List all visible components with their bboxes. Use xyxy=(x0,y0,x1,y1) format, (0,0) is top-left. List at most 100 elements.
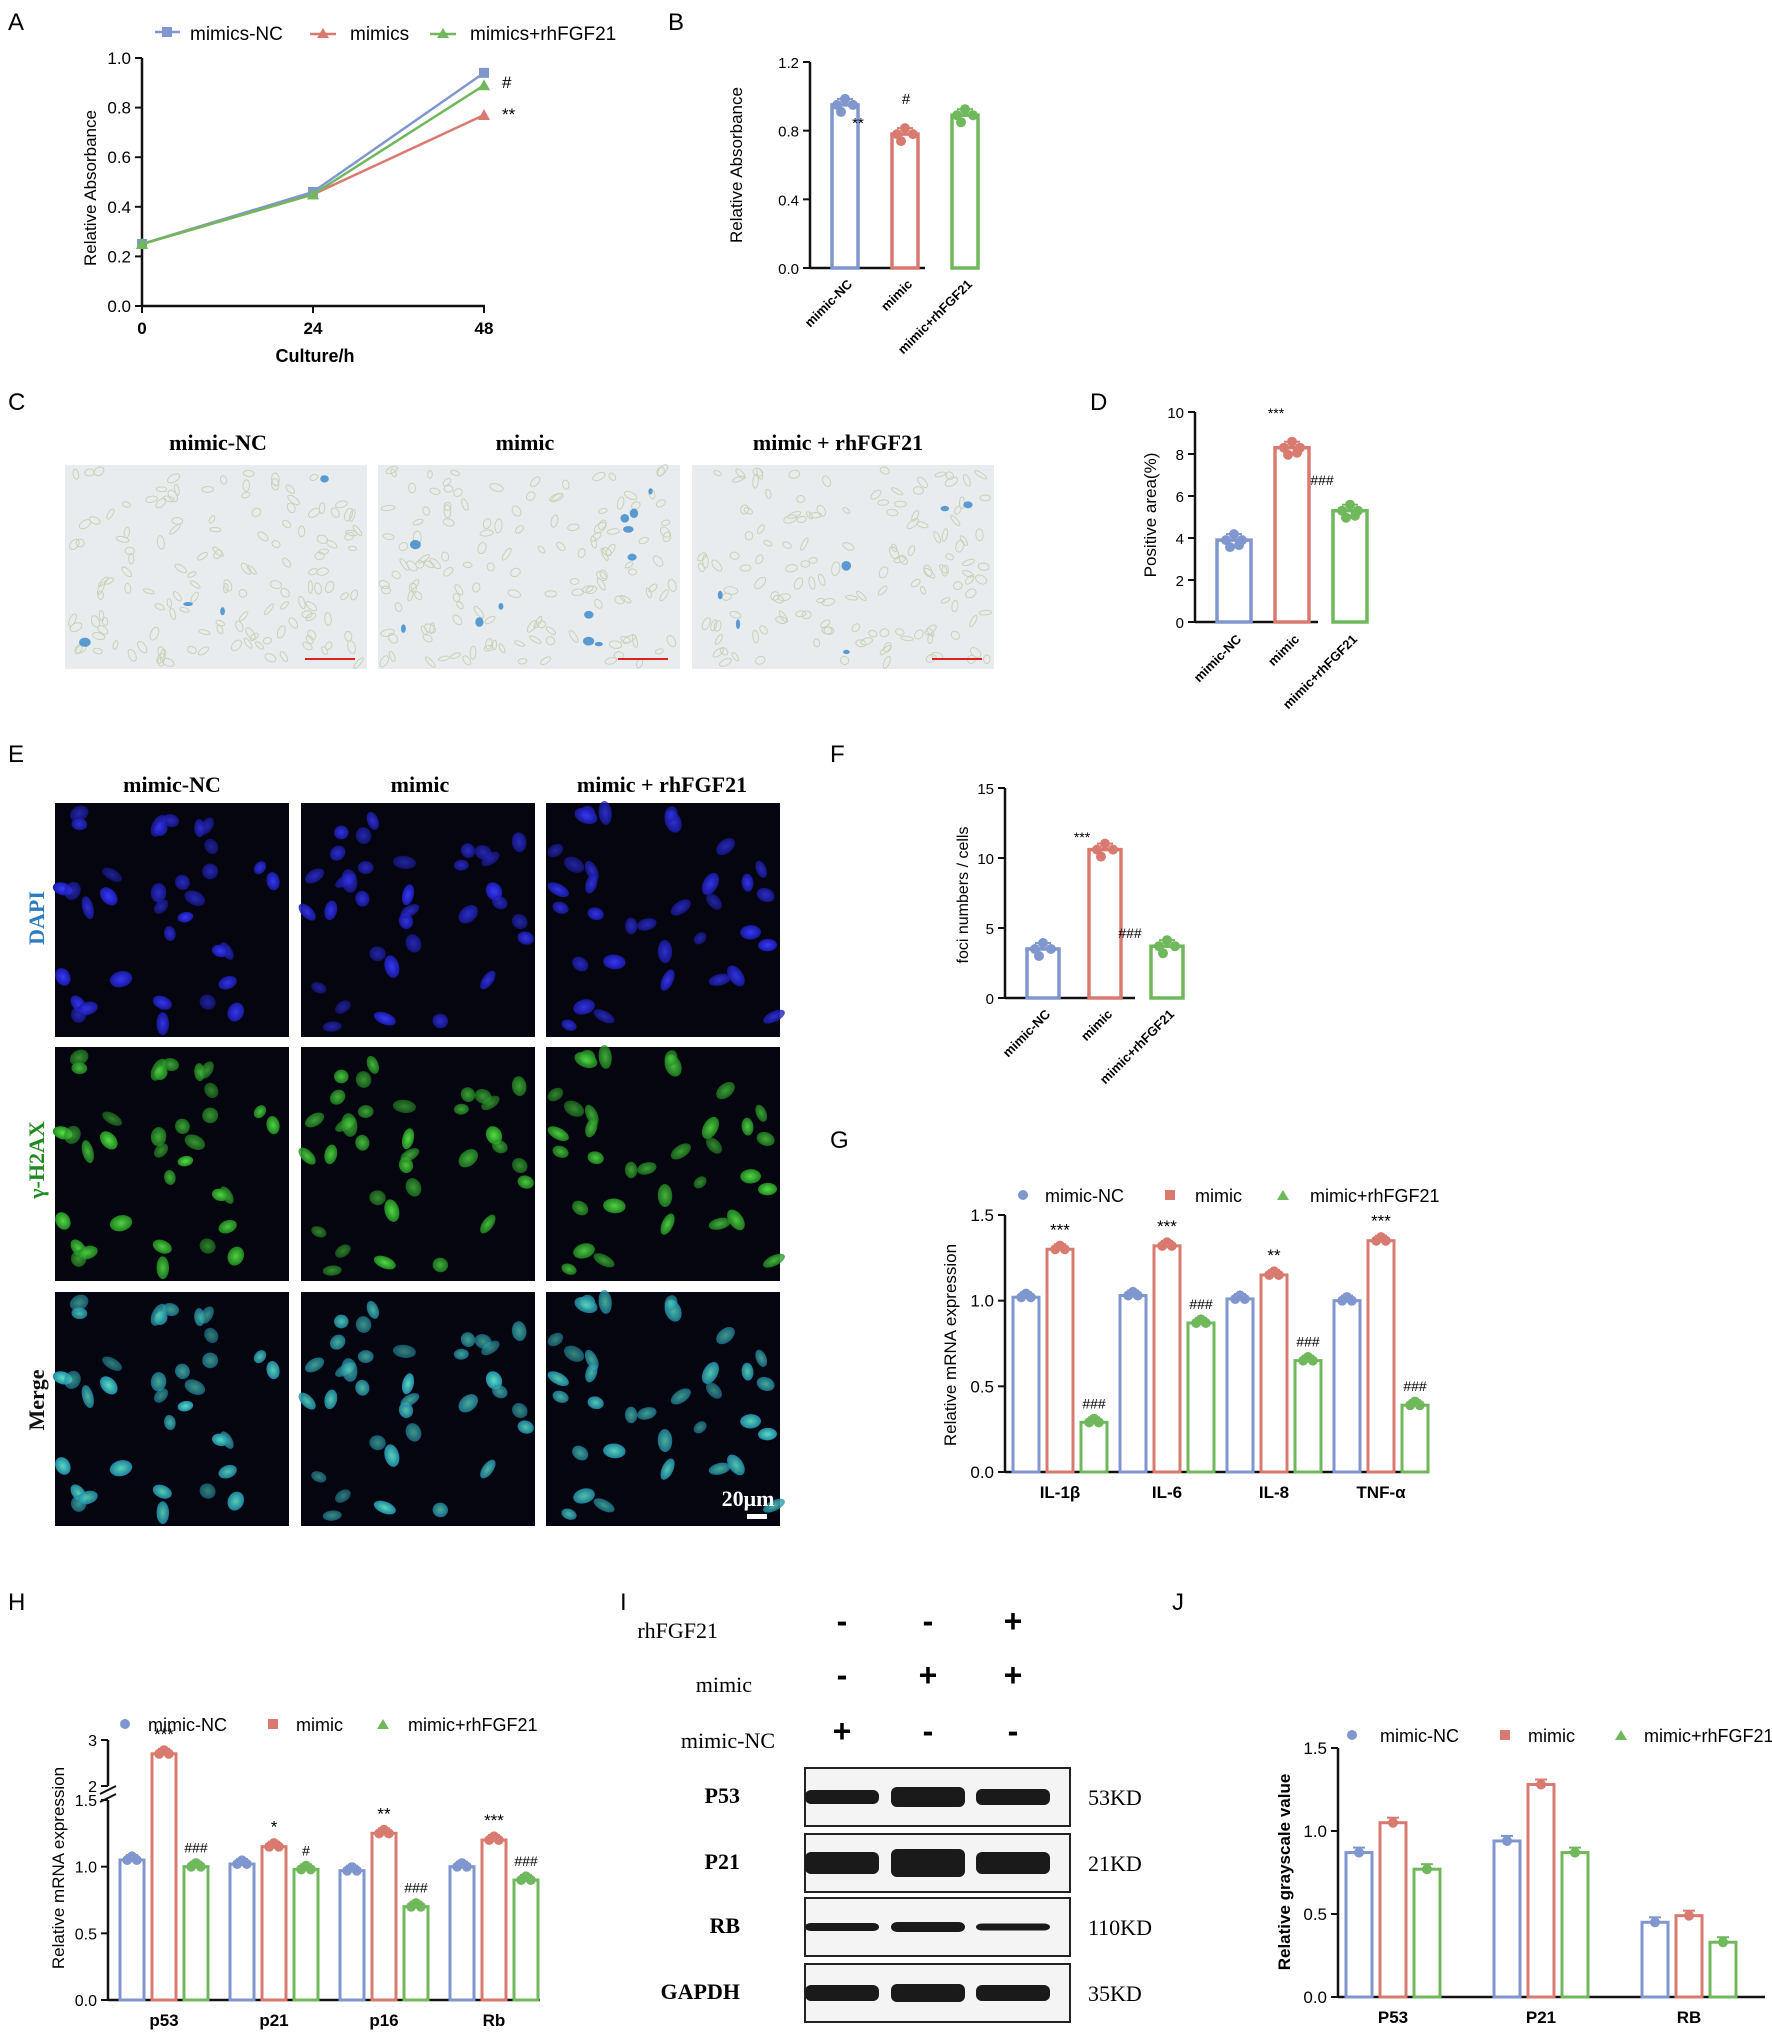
cell xyxy=(196,551,208,561)
nucleus xyxy=(71,1062,88,1075)
nucleus xyxy=(763,1498,785,1513)
panel-label-e: E xyxy=(8,741,24,768)
nucleus xyxy=(755,1349,768,1367)
nucleus xyxy=(55,1212,71,1230)
nucleus xyxy=(162,814,180,828)
panel-d-y-ticks: 0 2 4 6 8 10 xyxy=(1167,405,1195,632)
nucleus xyxy=(311,982,327,994)
cell xyxy=(410,579,420,590)
cell xyxy=(422,506,431,516)
cell xyxy=(382,533,395,540)
nucleus xyxy=(552,1390,569,1403)
nucleus xyxy=(664,806,678,822)
nucleus xyxy=(150,1372,167,1392)
cell xyxy=(483,644,494,652)
cell xyxy=(169,607,176,621)
nucleus xyxy=(304,1112,325,1128)
blot-sign: + xyxy=(1004,1657,1023,1693)
cell xyxy=(298,595,306,610)
data-point xyxy=(1354,1847,1364,1858)
blot-band xyxy=(805,1852,879,1874)
stained-cell xyxy=(735,619,741,630)
cell xyxy=(975,574,988,585)
y-tick-label: 0.0 xyxy=(107,297,131,316)
nucleus xyxy=(511,832,527,853)
nucleus xyxy=(587,907,604,921)
cell xyxy=(271,540,281,549)
nucleus xyxy=(758,1182,777,1196)
cell xyxy=(318,502,326,515)
nucleus xyxy=(693,932,707,945)
nucleus xyxy=(211,944,229,958)
data-point xyxy=(1388,1817,1398,1828)
cell xyxy=(92,647,103,655)
cell xyxy=(898,554,908,565)
cell xyxy=(870,489,882,500)
cell xyxy=(263,603,275,616)
cell xyxy=(314,551,325,561)
series-marker xyxy=(136,238,148,249)
cell xyxy=(240,562,252,575)
cell xyxy=(600,547,609,562)
nucleus xyxy=(670,1388,691,1405)
nucleus xyxy=(474,845,492,860)
cell xyxy=(855,639,867,648)
nucleus xyxy=(355,827,372,844)
x-tick-label: 24 xyxy=(304,319,323,338)
panel-b-bars xyxy=(830,93,980,270)
bar-TNF-α-mimic+rhFGF21 xyxy=(1400,1403,1430,1474)
nucleus xyxy=(701,872,719,895)
panel-c-images: mimic-NC mimic mimic + rhFGF21 xyxy=(65,430,994,669)
y-tick-label: 0.5 xyxy=(1303,1905,1327,1924)
nucleus xyxy=(253,1105,267,1119)
data-point xyxy=(968,110,978,121)
nucleus xyxy=(727,1209,745,1231)
cell xyxy=(975,528,984,542)
bar-IL-8-mimic-NC xyxy=(1225,1297,1255,1474)
cell xyxy=(752,629,759,644)
nucleus xyxy=(266,1116,280,1135)
panel-label-j: J xyxy=(1172,1589,1184,1616)
panel-j-chart: mimic-NC mimic mimic+rhFGF21 0.0 0.5 1.0 1.… xyxy=(1275,1726,1772,2027)
cell xyxy=(808,576,816,590)
bar-mimic-NC xyxy=(1025,947,1061,1000)
nucleus xyxy=(573,1243,595,1259)
cell xyxy=(209,526,222,533)
nucleus xyxy=(405,934,422,953)
cell xyxy=(106,508,115,520)
cell xyxy=(511,505,522,517)
nucleus xyxy=(660,969,675,991)
data-point xyxy=(1162,1237,1172,1248)
data-point xyxy=(1046,944,1056,954)
cell xyxy=(856,590,867,601)
band-size-GAPDH: 35KD xyxy=(1088,1981,1142,2006)
cell xyxy=(123,526,131,539)
cell xyxy=(599,569,608,580)
cell xyxy=(525,491,536,501)
band-label-P53: P53 xyxy=(705,1783,740,1808)
panel-j-bars: P53 P21 RB xyxy=(1344,1778,1738,2027)
data-point xyxy=(1162,935,1172,946)
cell xyxy=(491,639,498,651)
nucleus xyxy=(102,867,123,882)
cell xyxy=(208,515,216,524)
nucleus xyxy=(304,868,325,884)
category-label: p16 xyxy=(369,2011,398,2030)
cell xyxy=(974,470,988,480)
nucleus xyxy=(755,860,768,878)
legend-marker-mimic xyxy=(1165,1190,1175,1200)
nucleus xyxy=(756,1376,775,1392)
nucleus xyxy=(175,874,190,891)
bar-mimic xyxy=(1087,847,1123,1000)
bar-P53-mimic xyxy=(1378,1821,1408,1999)
cell xyxy=(710,619,718,632)
data-point xyxy=(1021,1288,1031,1299)
nucleus xyxy=(324,1389,338,1410)
cell xyxy=(713,620,722,632)
nucleus xyxy=(603,1198,626,1214)
cell xyxy=(216,624,224,635)
cell xyxy=(808,557,818,564)
cell xyxy=(101,616,109,627)
data-point xyxy=(1718,1937,1728,1948)
legend-marker-mimic xyxy=(1500,1730,1510,1740)
